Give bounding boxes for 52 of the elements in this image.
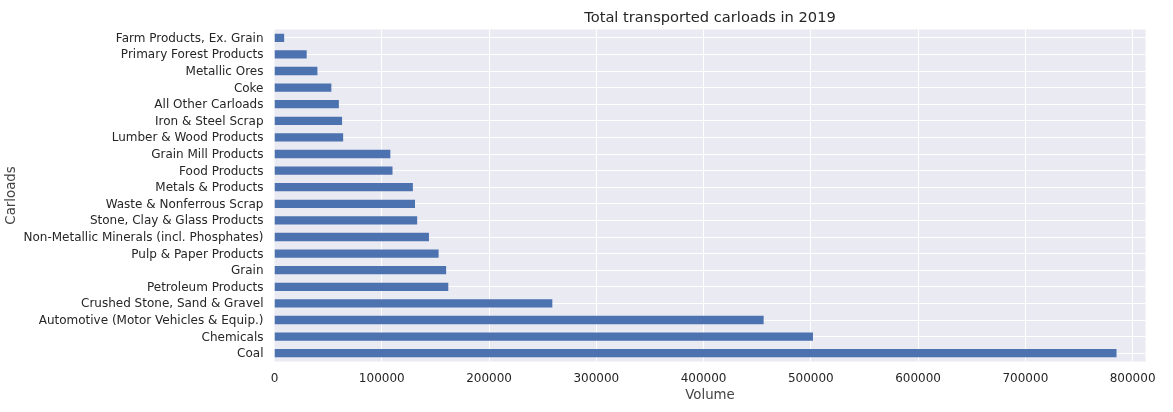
- x-tick-label: 500000: [787, 370, 834, 385]
- x-tick-label: 300000: [573, 370, 620, 385]
- y-tick-label: Metallic Ores: [185, 64, 264, 78]
- y-tick-label: Non-Metallic Minerals (incl. Phosphates): [23, 230, 264, 244]
- x-tick-label: 400000: [680, 370, 727, 385]
- y-tick-label: Pulp & Paper Products: [131, 246, 264, 261]
- bar: [274, 166, 393, 175]
- bar: [274, 50, 307, 59]
- bar: [274, 216, 418, 225]
- chart-title: Total transported carloads in 2019: [583, 7, 836, 25]
- bar: [274, 149, 391, 159]
- y-tick-label: Petroleum Products: [146, 279, 264, 294]
- y-tick-label: Coal: [237, 346, 264, 361]
- y-tick-label: Coke: [233, 80, 264, 95]
- y-tick-label: Chemicals: [201, 329, 264, 344]
- bar: [274, 299, 553, 308]
- y-tick-label: Farm Products, Ex. Grain: [115, 30, 264, 45]
- bar: [274, 266, 447, 275]
- x-tick-label: 0: [270, 370, 279, 385]
- bar: [274, 116, 343, 125]
- y-axis-title: Carloads: [3, 166, 19, 225]
- bar: [274, 332, 813, 341]
- x-tick-label: 700000: [1002, 370, 1049, 385]
- y-tick-label: Grain: [230, 263, 264, 278]
- bar: [274, 349, 1117, 358]
- x-axis-title: Volume: [685, 386, 735, 402]
- bar: [274, 133, 344, 142]
- bar: [274, 33, 285, 42]
- y-tick-label: Automotive (Motor Vehicles & Equip.): [38, 313, 264, 327]
- bar: [274, 232, 429, 242]
- bar: [274, 315, 764, 325]
- x-tick-label: 800000: [1109, 370, 1156, 385]
- y-tick-label: Lumber & Wood Products: [111, 130, 264, 145]
- bar: [274, 83, 332, 92]
- y-tick-label: Waste & Nonferrous Scrap: [105, 196, 264, 211]
- x-tick-label: 100000: [358, 370, 405, 385]
- y-tick-label: Stone, Clay & Glass Products: [89, 213, 264, 228]
- y-tick-label: Crushed Stone, Sand & Gravel: [81, 296, 264, 311]
- bar: [274, 66, 318, 76]
- x-tick-label: 600000: [895, 370, 941, 385]
- bar: [274, 199, 416, 208]
- bar: [274, 100, 339, 109]
- y-tick-label: Food Products: [179, 163, 264, 178]
- y-tick-label: Iron & Steel Scrap: [155, 113, 264, 128]
- y-tick-label: Primary Forest Products: [120, 47, 264, 62]
- bar: [274, 183, 413, 192]
- x-tick-label: 200000: [466, 370, 512, 385]
- y-tick-label: Grain Mill Products: [151, 147, 264, 161]
- y-tick-label: Metals & Products: [155, 180, 264, 195]
- bar: [274, 249, 439, 258]
- bar: [274, 282, 449, 291]
- y-tick-label: All Other Carloads: [154, 97, 264, 112]
